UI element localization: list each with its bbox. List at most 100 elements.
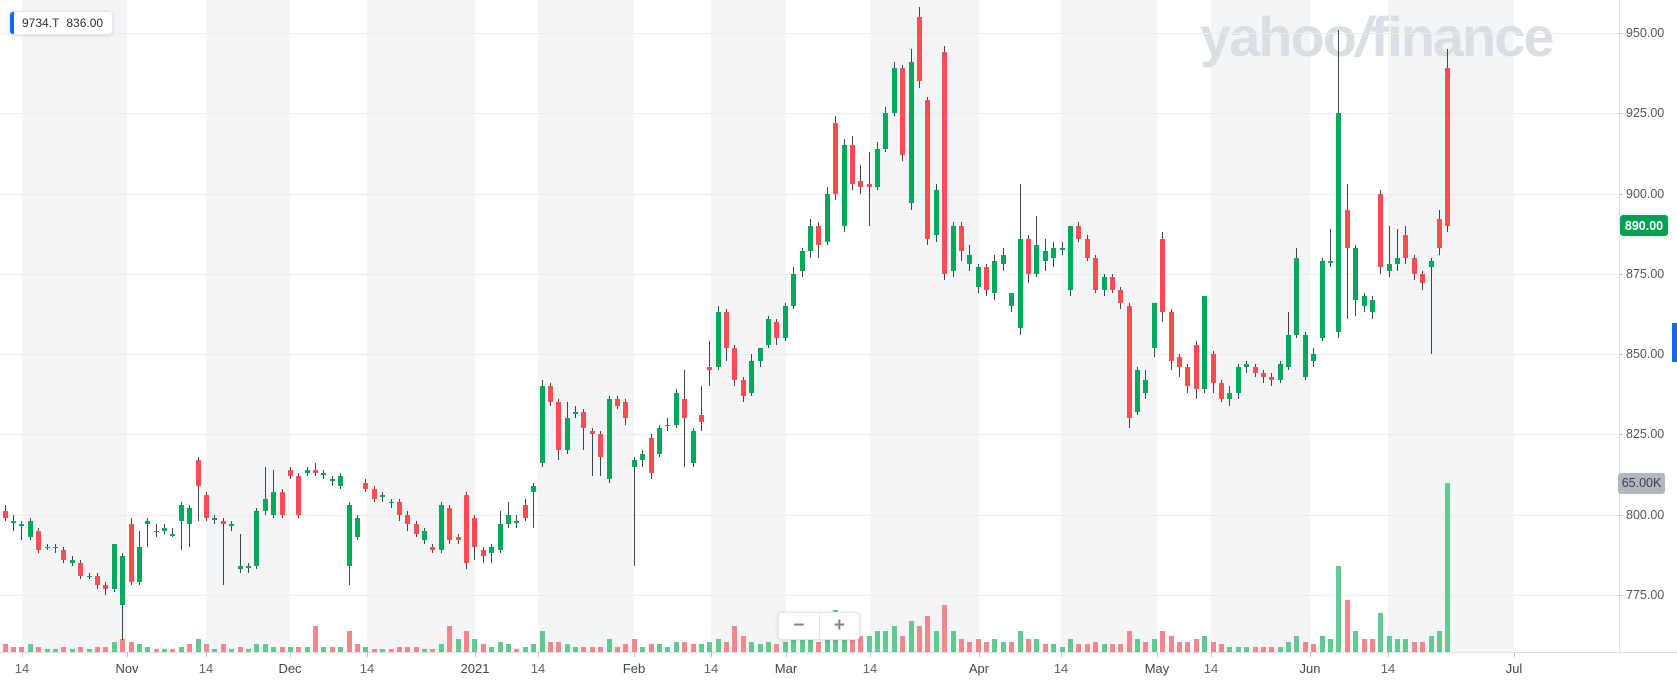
zoom-in-button[interactable]: + bbox=[820, 613, 860, 639]
candle-wick bbox=[13, 514, 15, 531]
volume-bar bbox=[715, 639, 721, 652]
date-tick-label: 14 bbox=[14, 661, 30, 676]
volume-bar bbox=[313, 626, 319, 652]
volume-bar bbox=[1059, 646, 1065, 652]
candle-body bbox=[44, 546, 50, 549]
volume-bar bbox=[522, 646, 528, 652]
candle-body bbox=[749, 360, 755, 393]
minus-icon: − bbox=[793, 615, 805, 636]
candle-body bbox=[908, 61, 914, 204]
date-tickmark bbox=[290, 652, 291, 657]
volume-bar bbox=[338, 646, 344, 652]
candle-wick bbox=[105, 582, 107, 595]
volume-bar bbox=[615, 646, 621, 652]
volume-bar bbox=[1428, 636, 1434, 652]
candle-body bbox=[237, 566, 243, 570]
volume-bar bbox=[1168, 636, 1174, 652]
candle-body bbox=[740, 379, 746, 396]
candle-wick bbox=[55, 543, 57, 554]
price-tickmark bbox=[1619, 514, 1623, 516]
candle-body bbox=[1084, 238, 1090, 258]
candle-body bbox=[388, 501, 394, 504]
candle-body bbox=[1076, 225, 1082, 239]
candle-body bbox=[1093, 257, 1099, 290]
candle-body bbox=[1311, 354, 1317, 361]
volume-bar bbox=[69, 649, 75, 652]
candle-body bbox=[1218, 383, 1224, 400]
candle-wick bbox=[214, 514, 216, 525]
candle-body bbox=[816, 225, 822, 245]
volume-bar bbox=[707, 641, 713, 652]
month-band bbox=[206, 0, 290, 652]
candle-body bbox=[304, 469, 310, 473]
candle-body bbox=[430, 546, 436, 551]
candle-body bbox=[229, 524, 235, 526]
price-tickmark bbox=[1619, 33, 1623, 34]
volume-bar bbox=[539, 631, 545, 652]
volume-bar bbox=[195, 639, 201, 652]
volume-bar bbox=[1260, 646, 1266, 652]
volume-bar bbox=[791, 639, 797, 652]
date-tick-label: Dec bbox=[278, 661, 302, 676]
chip-ticker: 9734.T bbox=[22, 16, 60, 30]
candle-body bbox=[313, 469, 319, 473]
candle-body bbox=[36, 530, 42, 551]
candle-wick bbox=[1346, 183, 1348, 319]
date-tickmark bbox=[1388, 652, 1389, 657]
candle-body bbox=[1386, 264, 1392, 271]
volume-bar bbox=[1353, 631, 1359, 652]
volume-bar bbox=[2, 644, 8, 652]
volume-bar bbox=[1000, 641, 1006, 652]
volume-bar bbox=[170, 649, 176, 652]
candle-body bbox=[279, 492, 285, 515]
candle-body bbox=[464, 495, 470, 563]
chart-canvas[interactable] bbox=[0, 0, 1619, 652]
volume-bar bbox=[187, 644, 193, 652]
date-tick-label: Apr bbox=[968, 661, 990, 676]
volume-bar bbox=[1067, 639, 1073, 652]
candle-body bbox=[1420, 273, 1426, 284]
date-tick-label: 14 bbox=[703, 661, 719, 676]
candle-body bbox=[900, 68, 906, 156]
candle-body bbox=[1202, 296, 1208, 390]
date-tickmark bbox=[1157, 652, 1158, 657]
candle-body bbox=[195, 460, 201, 486]
price-gridline bbox=[0, 434, 1619, 436]
candle-wick bbox=[1246, 360, 1248, 374]
volume-bar bbox=[875, 631, 881, 652]
date-tick-label: 14 bbox=[1053, 661, 1069, 676]
volume-bar bbox=[766, 641, 771, 652]
date-tick-label: 14 bbox=[530, 661, 546, 676]
zoom-controls: − + bbox=[778, 612, 860, 640]
volume-bar bbox=[1302, 641, 1308, 652]
candle-body bbox=[136, 546, 142, 583]
volume-bar bbox=[673, 641, 679, 652]
candle-wick bbox=[868, 151, 870, 226]
volume-bar bbox=[816, 641, 822, 652]
candle-body bbox=[1244, 363, 1250, 367]
volume-bar bbox=[53, 649, 59, 652]
zoom-out-button[interactable]: − bbox=[779, 613, 820, 639]
candle-wick bbox=[189, 505, 191, 547]
volume-bar bbox=[1177, 641, 1183, 652]
candle-body bbox=[354, 517, 360, 538]
candle-body bbox=[598, 434, 604, 457]
volume-badge: 65.00K bbox=[1618, 472, 1665, 494]
candle-body bbox=[212, 517, 218, 520]
candle-wick bbox=[700, 386, 702, 432]
candle-body bbox=[1328, 261, 1333, 263]
candle-body bbox=[86, 575, 92, 578]
yahoo-finance-watermark: yahoo/finance bbox=[1200, 5, 1555, 68]
chart-edge-drag-handle[interactable] bbox=[1672, 323, 1677, 362]
price-tick-label: 900.00 bbox=[1626, 186, 1665, 201]
volume-bar bbox=[271, 646, 277, 652]
date-tick-label: May bbox=[1144, 661, 1170, 676]
volume-bar bbox=[1017, 631, 1023, 652]
volume-bar bbox=[1084, 644, 1090, 652]
price-axis bbox=[1619, 0, 1677, 685]
candle-body bbox=[1294, 257, 1300, 335]
volume-bar bbox=[1143, 641, 1149, 652]
volume-bar bbox=[153, 649, 159, 652]
candle-body bbox=[1403, 235, 1409, 258]
date-tickmark bbox=[475, 652, 476, 657]
